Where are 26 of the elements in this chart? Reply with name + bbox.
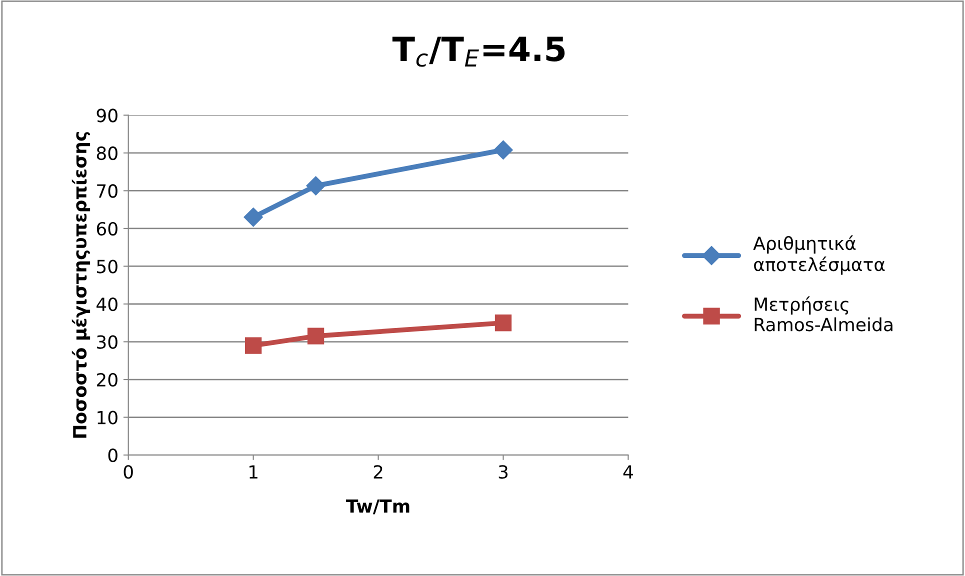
y-tick-label: 30 [97, 335, 118, 349]
chart-title: T$_{c}$/T$_{E}$=4.5 [392, 36, 565, 67]
y-tick-label: 90 [96, 108, 118, 122]
y-tick-label: 60 [96, 222, 118, 236]
x-axis-title: Tw/Tm [346, 499, 410, 514]
y-tick-label: 40 [96, 297, 118, 312]
x-tick-label: 1 [250, 465, 258, 478]
x-tick-label: 3 [498, 465, 508, 479]
y-tick-label: 50 [97, 260, 118, 274]
point [307, 328, 324, 344]
point [306, 176, 326, 196]
y-tick-label: 10 [98, 410, 118, 424]
legend-label: Αριθμητικά αποτελέσματα [753, 235, 885, 275]
y-tick-label: 80 [96, 146, 118, 160]
x-tick-label: 4 [623, 465, 633, 478]
y-axis-title: Ποσοστό μέγιστηςυπερπίεσης [72, 132, 90, 438]
legend-label: Μετρήσεις Ramos-Almeida [754, 296, 892, 332]
y-tick-label: 70 [97, 184, 118, 198]
point [244, 208, 263, 227]
point [494, 140, 513, 160]
point [494, 314, 512, 332]
x-tick-label: 2 [374, 465, 382, 478]
y-tick-label: 20 [96, 372, 118, 387]
x-tick-label: 0 [124, 465, 133, 479]
point [244, 337, 262, 354]
y-tick-label: 0 [108, 448, 118, 462]
